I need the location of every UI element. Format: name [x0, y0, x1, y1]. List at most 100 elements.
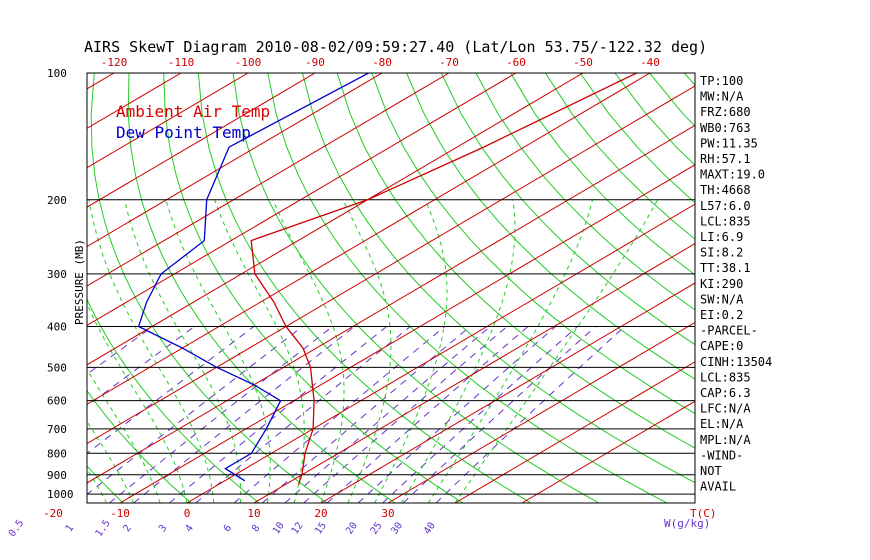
plot-frame [86, 72, 696, 504]
pressure-tick-label: 300 [47, 268, 67, 281]
legend: Ambient Air Temp Dew Point Temp [116, 102, 270, 142]
mixing-ratio-line [261, 326, 471, 503]
isotherm [186, 203, 695, 503]
isotherm [87, 73, 383, 248]
mixing-ratio-tick-label: 3 [157, 523, 169, 534]
bottom-temp-tick-label: 0 [184, 507, 191, 520]
index-item: MAXT:19.0 [700, 168, 765, 182]
mixing-ratio-tick-label: 8 [250, 523, 262, 534]
isotherm [253, 243, 695, 503]
mixing-ratio-tick-label: 0.5 [7, 518, 26, 539]
mixing-ratio-line [87, 326, 153, 375]
isotherm [87, 73, 651, 405]
bottom-temp-tick-label: 20 [314, 507, 327, 520]
chart-title: AIRS SkewT Diagram 2010-08-02/09:59:27.4… [84, 38, 707, 56]
moist-adiabat [165, 199, 271, 503]
isotherm [87, 73, 115, 90]
dry-adiabat [406, 73, 695, 380]
mixing-ratio-tick-label: 25 [369, 520, 385, 536]
index-item: EL:N/A [700, 417, 744, 431]
pressure-tick-label: 700 [47, 423, 67, 436]
isotherm [87, 73, 517, 326]
top-temp-tick-label: -80 [372, 56, 392, 69]
isotherm [0, 73, 47, 503]
dry-adiabat [302, 73, 695, 484]
pressure-tick-label: 600 [47, 395, 67, 408]
index-item: LCL:835 [700, 214, 751, 228]
top-temp-tick-label: -60 [506, 56, 526, 69]
pressure-tick-label: 400 [47, 321, 67, 334]
index-item: CAPE:0 [700, 339, 743, 353]
isotherm [87, 85, 695, 445]
mixing-ratio-line [169, 326, 388, 503]
moist-adiabat [0, 200, 80, 503]
bottom-temp-tick-label: 30 [381, 507, 394, 520]
moist-adiabat [400, 199, 516, 503]
moist-adiabat [0, 200, 53, 503]
bottom-temp-tick-label: -20 [43, 507, 63, 520]
mixing-ratio-line [284, 326, 491, 503]
dry-adiabat [0, 73, 55, 503]
dry-adiabat [163, 73, 464, 503]
dry-adiabat [87, 465, 124, 503]
plot-lines [0, 73, 870, 503]
moist-adiabat [87, 420, 134, 503]
dry-adiabat [754, 73, 870, 503]
index-item: L57:6.0 [700, 199, 751, 213]
index-item: AVAIL [700, 480, 736, 494]
temp-unit-label: T(C) [690, 507, 717, 520]
isotherm [87, 73, 249, 169]
mixing-ratio-line [435, 326, 626, 503]
mixing-ratio-tick-label: 2 [121, 523, 133, 534]
index-item: MW:N/A [700, 90, 744, 104]
dry-adiabat [440, 73, 695, 346]
moist-adiabat [124, 199, 242, 503]
moist-adiabat [272, 199, 345, 503]
index-item: WB0:763 [700, 121, 751, 135]
mixing-ratio-tick-label: 12 [290, 520, 306, 536]
dry-adiabat [232, 73, 600, 503]
index-item: SI:8.2 [700, 246, 743, 260]
index-item: LI:6.9 [700, 230, 743, 244]
plot-area [0, 72, 870, 504]
dry-adiabat [788, 73, 870, 503]
pressure-tick-label: 800 [47, 447, 67, 460]
pressure-tick-label: 200 [47, 194, 67, 207]
mixing-ratio-line [133, 326, 355, 503]
temperature-profile [250, 73, 637, 485]
dry-adiabat [267, 73, 668, 503]
top-temp-tick-label: -120 [101, 56, 128, 69]
bottom-temp-tick-label: 10 [247, 507, 260, 520]
mixing-ratio-tick-label: 10 [271, 520, 287, 536]
mixing-ratio-line [87, 326, 195, 407]
moist-adiabat [454, 199, 659, 503]
moist-adiabat [88, 199, 215, 503]
index-item: CAP:6.3 [700, 386, 751, 400]
dry-adiabat [649, 73, 695, 127]
mixing-ratio-line [326, 326, 529, 503]
mixing-ratio-tick-label: 40 [422, 520, 438, 536]
top-temp-tick-label: -110 [168, 56, 195, 69]
dry-adiabat [475, 73, 695, 311]
index-item: KI:290 [700, 277, 743, 291]
index-item: PW:11.35 [700, 136, 758, 150]
index-item: SW:N/A [700, 292, 744, 306]
dry-adiabat [87, 389, 192, 503]
index-item: -PARCEL- [700, 324, 758, 338]
mixing-ratio-line [108, 326, 333, 503]
dewpoint-profile [137, 73, 369, 482]
bottom-temp-tick-label: -10 [110, 507, 130, 520]
isotherm [87, 73, 316, 208]
dry-adiabat [371, 73, 695, 415]
moist-adiabat [374, 199, 448, 503]
top-temp-tick-label: -70 [439, 56, 459, 69]
legend-ambient-temp: Ambient Air Temp [116, 102, 270, 121]
isotherm [87, 73, 450, 287]
mixing-ratio-tick-label: 30 [389, 520, 405, 536]
isotherm [320, 282, 695, 503]
mixing-ratio-tick-label: 1 [64, 523, 76, 534]
isotherm [521, 400, 695, 503]
index-item: TH:4668 [700, 183, 751, 197]
